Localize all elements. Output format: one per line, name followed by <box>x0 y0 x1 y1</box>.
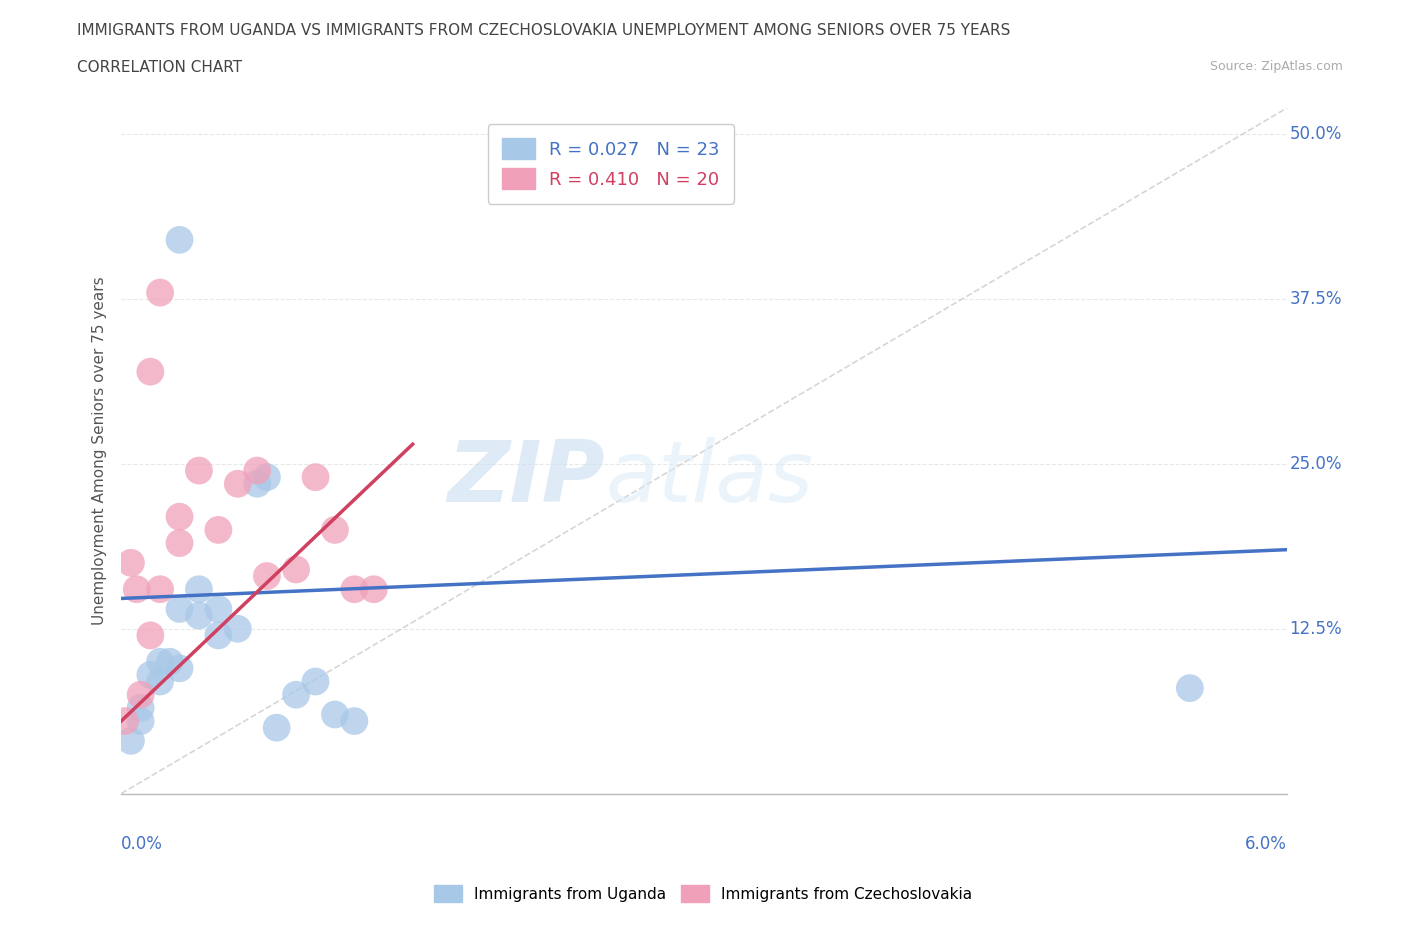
Point <box>226 621 249 636</box>
Text: IMMIGRANTS FROM UGANDA VS IMMIGRANTS FROM CZECHOSLOVAKIA UNEMPLOYMENT AMONG SENI: IMMIGRANTS FROM UGANDA VS IMMIGRANTS FRO… <box>77 23 1011 38</box>
Legend: Immigrants from Uganda, Immigrants from Czechoslovakia: Immigrants from Uganda, Immigrants from … <box>427 879 979 909</box>
Point <box>149 655 172 670</box>
Point <box>149 674 172 689</box>
Point <box>343 582 366 597</box>
Point <box>125 582 148 597</box>
Point <box>363 582 385 597</box>
Point <box>246 476 269 491</box>
Point <box>226 476 249 491</box>
Text: ZIP: ZIP <box>447 437 605 520</box>
Point <box>169 661 191 676</box>
Text: 25.0%: 25.0% <box>1289 455 1341 473</box>
Point <box>169 536 191 551</box>
Point <box>1178 681 1201 696</box>
Text: Source: ZipAtlas.com: Source: ZipAtlas.com <box>1209 60 1343 73</box>
Point <box>139 365 162 379</box>
Point <box>139 628 162 643</box>
Point <box>266 720 288 735</box>
Point <box>187 463 209 478</box>
Point <box>120 734 142 749</box>
Point <box>256 470 278 485</box>
Text: 6.0%: 6.0% <box>1246 835 1286 853</box>
Point <box>285 687 308 702</box>
Text: 12.5%: 12.5% <box>1289 619 1341 638</box>
Point <box>129 713 152 728</box>
Point <box>256 568 278 583</box>
Point <box>120 555 142 570</box>
Point <box>169 510 191 525</box>
Point <box>304 470 326 485</box>
Point <box>246 463 269 478</box>
Point <box>169 232 191 247</box>
Text: 37.5%: 37.5% <box>1289 290 1341 308</box>
Point <box>304 674 326 689</box>
Point <box>169 602 191 617</box>
Point <box>187 608 209 623</box>
Point <box>149 286 172 300</box>
Point <box>207 628 229 643</box>
Point <box>129 687 152 702</box>
Point <box>207 523 229 538</box>
Point <box>159 655 181 670</box>
Point <box>129 700 152 715</box>
Text: 50.0%: 50.0% <box>1289 126 1341 143</box>
Point <box>187 582 209 597</box>
Text: atlas: atlas <box>605 437 813 520</box>
Point <box>139 668 162 683</box>
Y-axis label: Unemployment Among Seniors over 75 years: Unemployment Among Seniors over 75 years <box>93 276 107 625</box>
Point <box>343 713 366 728</box>
Text: 0.0%: 0.0% <box>121 835 163 853</box>
Point <box>207 602 229 617</box>
Point <box>114 713 136 728</box>
Legend: R = 0.027   N = 23, R = 0.410   N = 20: R = 0.027 N = 23, R = 0.410 N = 20 <box>488 124 734 204</box>
Point <box>149 582 172 597</box>
Point <box>285 562 308 577</box>
Point <box>323 707 346 722</box>
Point <box>323 523 346 538</box>
Text: CORRELATION CHART: CORRELATION CHART <box>77 60 242 75</box>
